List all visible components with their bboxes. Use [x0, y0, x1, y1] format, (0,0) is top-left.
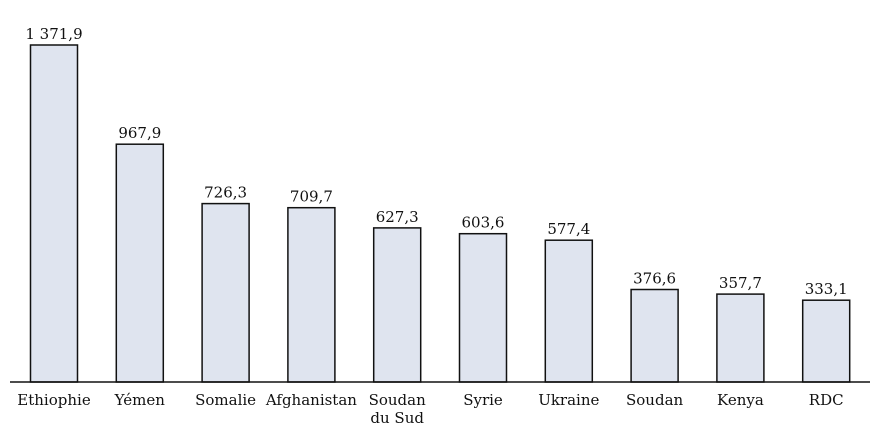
value-label-5: 603,6: [462, 214, 505, 232]
category-label-line: du Sud: [370, 409, 424, 427]
value-label-2: 726,3: [204, 184, 247, 202]
category-label-5: Syrie: [463, 391, 503, 409]
category-label-7: Soudan: [626, 391, 684, 409]
category-label-4: Soudan du Sud: [369, 391, 427, 427]
bar-6: [544, 239, 594, 383]
value-label-9: 333,1: [805, 280, 848, 298]
category-label-line: Yémen: [114, 391, 166, 409]
category-label-2: Somalie: [195, 391, 256, 409]
bar-9: [801, 299, 851, 383]
category-labels-group: Ethiophie Yémen Somalie Afghanistan Soudan du…: [17, 391, 843, 427]
category-label-8: Kenya: [717, 391, 764, 409]
value-label-1: 967,9: [118, 124, 161, 142]
category-label-9: RDC: [809, 391, 844, 409]
category-label-line: Afghanistan: [265, 391, 357, 409]
value-label-4: 627,3: [376, 208, 419, 226]
category-label-line: Somalie: [195, 391, 256, 409]
bar-8: [716, 293, 765, 383]
value-label-8: 357,7: [719, 274, 762, 292]
bar-2: [201, 202, 250, 383]
value-label-0: 1 371,9: [25, 25, 82, 43]
category-label-0: Ethiophie: [17, 391, 91, 409]
category-label-line: Soudan: [626, 391, 684, 409]
value-label-7: 376,6: [633, 270, 676, 288]
bar-1: [115, 143, 165, 383]
bar-3: [287, 206, 336, 383]
category-label-3: Afghanistan: [265, 391, 357, 409]
bar-7: [630, 288, 679, 383]
value-label-6: 577,4: [547, 220, 590, 238]
category-label-line: Kenya: [717, 391, 764, 409]
bar-0: [29, 44, 79, 383]
category-label-line: Ukraine: [538, 391, 599, 409]
category-label-1: Yémen: [114, 391, 166, 409]
value-labels-group: 1 371,9 967,9 726,3 709,7 627,3 603,6 577,4 376…: [25, 25, 847, 298]
value-label-3: 709,7: [290, 188, 333, 206]
category-label-line: Syrie: [463, 391, 503, 409]
bar-4: [372, 227, 422, 383]
bars-group: [29, 44, 851, 383]
category-label-line: RDC: [809, 391, 844, 409]
category-label-line: Ethiophie: [17, 391, 91, 409]
category-label-6: Ukraine: [538, 391, 599, 409]
bar-5: [458, 232, 508, 383]
category-label-line: Soudan: [369, 391, 427, 409]
